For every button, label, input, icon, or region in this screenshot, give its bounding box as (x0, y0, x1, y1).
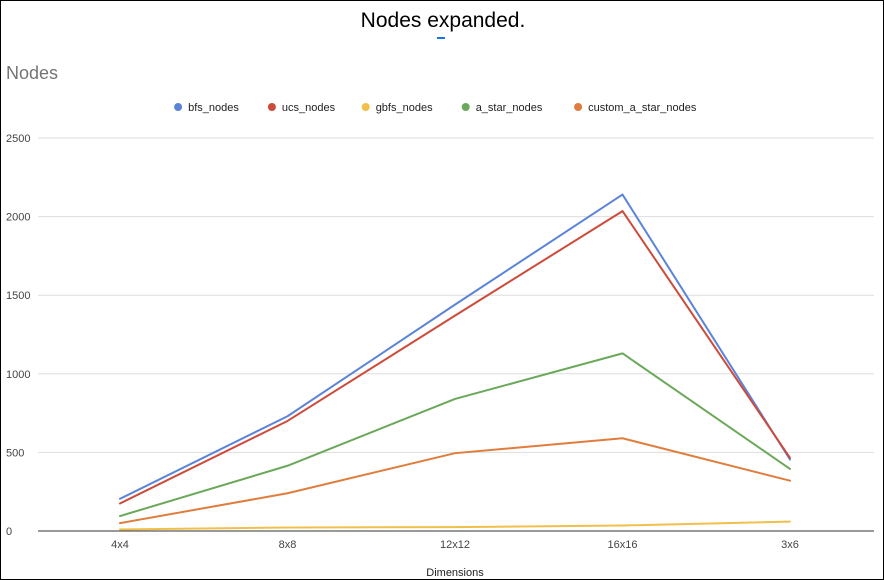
x-tick-label: 16x16 (608, 539, 638, 551)
y-tick-label: 1500 (6, 290, 30, 302)
legend-marker (461, 103, 470, 111)
chart-title: Nodes (6, 63, 58, 83)
x-tick-label: 12x12 (440, 539, 470, 551)
grid-lines (38, 137, 874, 532)
chart-legend: bfs_nodes ucs_nodes gbfs_nodes a_star_nodes… (174, 102, 697, 114)
legend-label: ucs_nodes (282, 102, 336, 114)
x-tick-label: 4x4 (111, 539, 129, 551)
series-lines (119, 193, 791, 531)
series-line-bfs_nodes (119, 193, 791, 500)
legend-marker (267, 103, 276, 111)
series-line-ucs_nodes (119, 210, 791, 505)
x-axis-title: Dimensions (426, 567, 484, 579)
legend-label: a_star_nodes (476, 102, 543, 114)
text-cursor-mark (437, 37, 445, 39)
page-title: Nodes expanded. (360, 9, 526, 32)
y-tick-label: 1000 (6, 369, 30, 381)
y-tick-label: 500 (6, 447, 24, 459)
legend-marker (361, 103, 370, 111)
y-tick-label: 2500 (6, 133, 30, 145)
series-line-custom_a_star_nodes (119, 437, 791, 525)
y-tick-label: 2000 (6, 212, 30, 224)
x-tick-label: 8x8 (279, 539, 297, 551)
y-tick-label: 0 (6, 526, 12, 538)
series-line-a_star_nodes (119, 352, 791, 518)
x-axis-ticks: 4x4 8x8 12x12 16x16 3x6 (111, 539, 799, 551)
x-tick-label: 3x6 (781, 539, 799, 551)
y-axis-ticks: 0 500 1000 1500 2000 2500 (6, 133, 30, 538)
legend-label: custom_a_star_nodes (588, 102, 697, 114)
legend-label: bfs_nodes (188, 102, 239, 114)
series-line-gbfs_nodes (119, 520, 791, 531)
legend-marker (574, 103, 583, 111)
legend-marker (174, 103, 183, 111)
legend-label: gbfs_nodes (376, 102, 433, 114)
